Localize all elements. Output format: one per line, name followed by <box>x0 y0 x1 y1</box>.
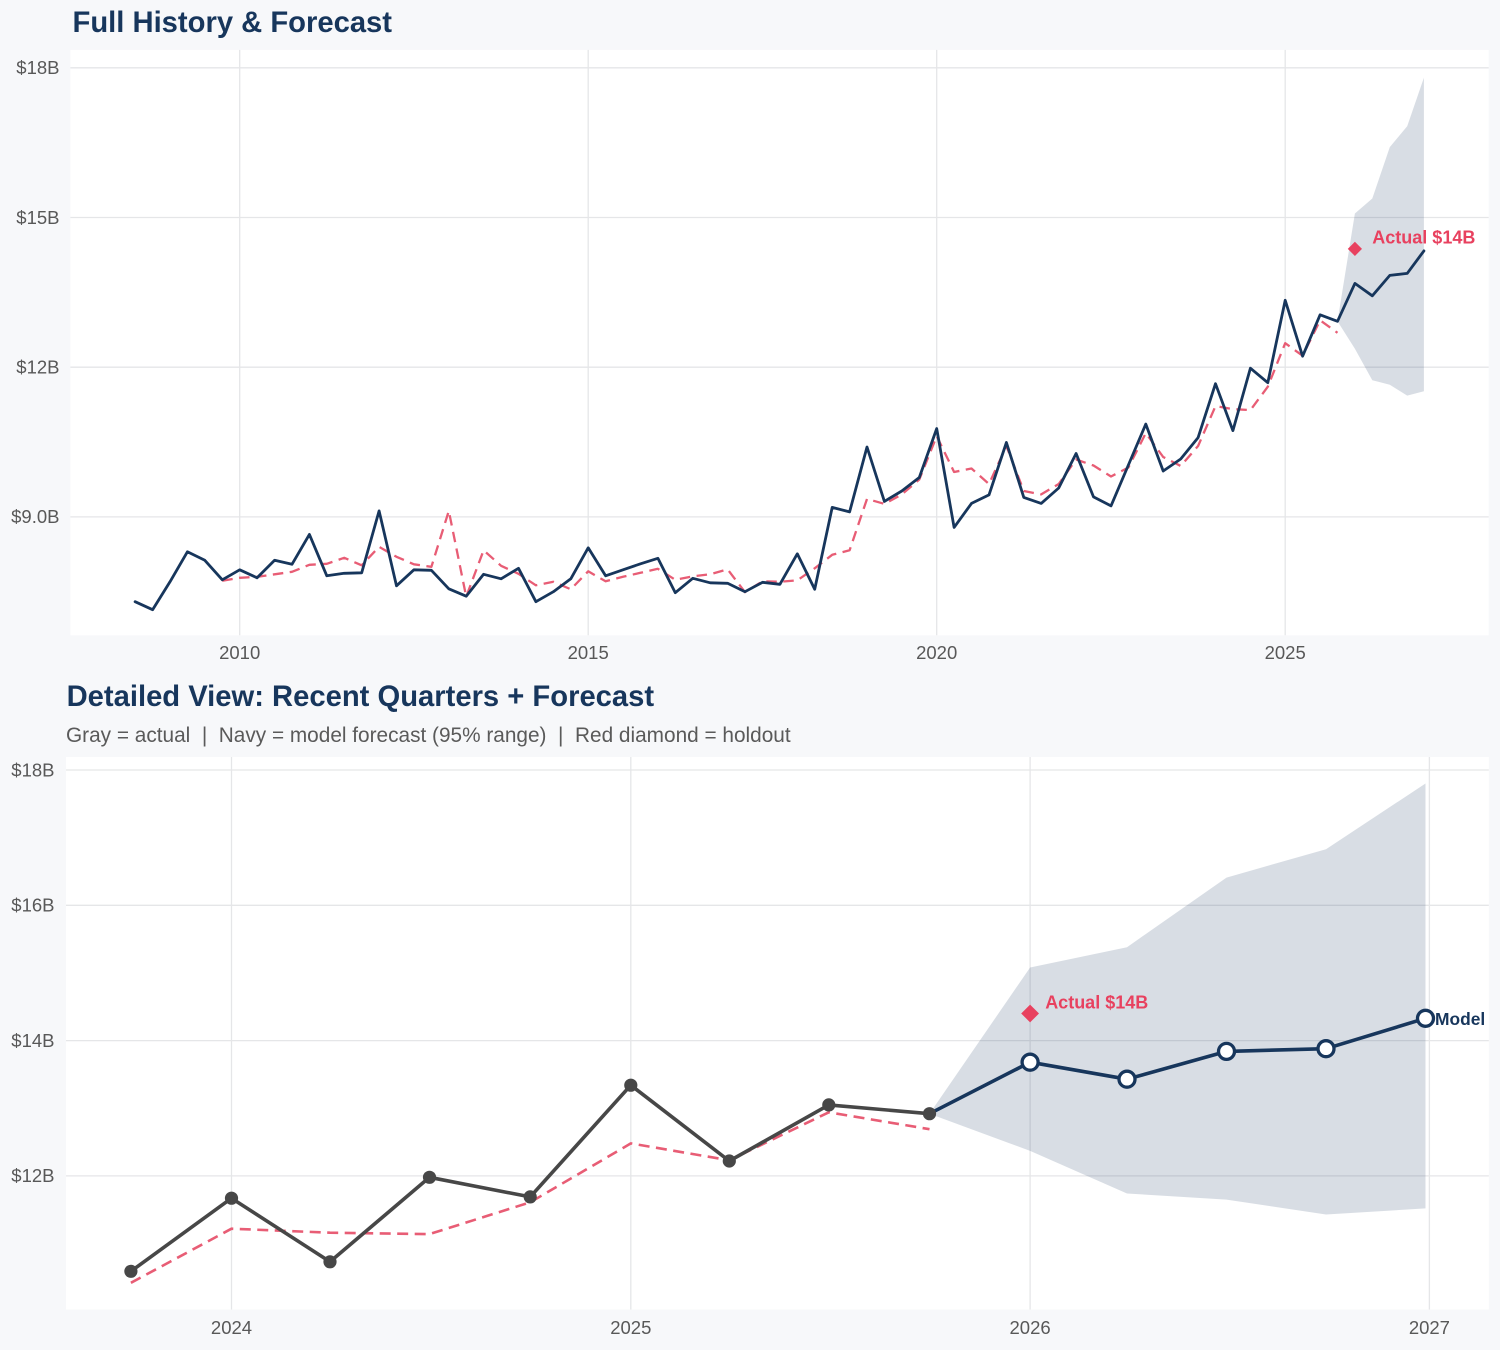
svg-text:$12B: $12B <box>11 1165 54 1186</box>
svg-text:$18B: $18B <box>11 759 54 780</box>
svg-text:2025: 2025 <box>610 1317 651 1338</box>
svg-text:Model: Model <box>1435 1009 1485 1029</box>
svg-text:2020: 2020 <box>916 642 957 663</box>
svg-text:$16B: $16B <box>11 895 54 916</box>
svg-text:2024: 2024 <box>211 1317 252 1338</box>
svg-text:$18B: $18B <box>16 57 59 78</box>
svg-text:$14B: $14B <box>11 1030 54 1051</box>
svg-text:2026: 2026 <box>1010 1317 1051 1338</box>
svg-text:2010: 2010 <box>219 642 260 663</box>
svg-text:$9.0B: $9.0B <box>11 506 59 527</box>
svg-text:2015: 2015 <box>568 642 609 663</box>
svg-text:2025: 2025 <box>1265 642 1306 663</box>
svg-text:$12B: $12B <box>16 357 59 378</box>
svg-text:Detailed View: Recent Quarters: Detailed View: Recent Quarters + Forecas… <box>67 681 655 713</box>
svg-text:Gray = actual | Navy = model: Gray = actual | Navy = model forecast (9… <box>66 724 791 747</box>
svg-text:Full History & Forecast: Full History & Forecast <box>73 7 393 39</box>
svg-text:2027: 2027 <box>1409 1317 1450 1338</box>
svg-text:Actual $14B: Actual $14B <box>1045 993 1148 1013</box>
svg-text:$15B: $15B <box>16 207 59 228</box>
svg-text:Actual $14B: Actual $14B <box>1372 228 1475 248</box>
